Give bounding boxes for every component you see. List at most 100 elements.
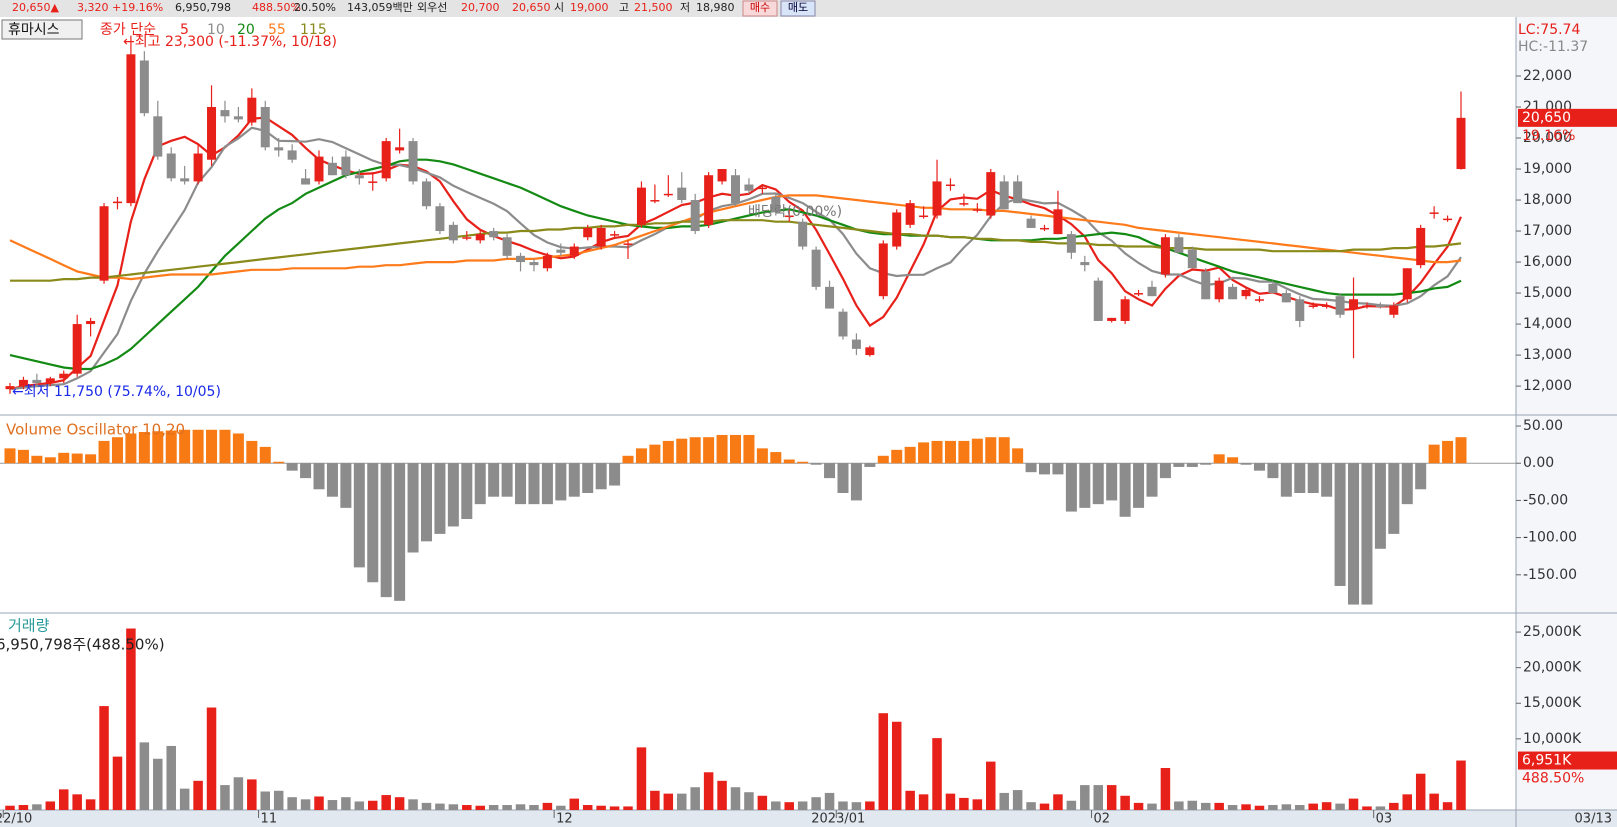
legend-entry: 5 [180,22,189,38]
bar [17,449,29,464]
candle-body [18,379,28,387]
bar [1374,463,1386,549]
candle-body [677,187,687,201]
bar [797,801,808,810]
bar [1335,803,1345,810]
candle-body [489,231,499,238]
candle-body [247,97,257,123]
sell-button-label[interactable]: 매도 [788,1,808,14]
candle-body [1281,293,1291,303]
candle-body [207,106,217,160]
bar [1160,768,1171,810]
bar [703,437,715,464]
legend-entry: 115 [300,22,327,38]
y-tick-label: -100.00 [1523,530,1577,546]
bar [676,438,688,464]
candle-body [919,215,929,218]
candle-body [475,234,485,241]
candle-body [663,193,673,196]
bar [1012,448,1024,464]
symbol-name[interactable]: 휴마시스 [8,22,60,38]
candle-body [798,221,808,247]
bar [1281,804,1292,810]
bar [757,795,768,810]
candle-body [86,320,96,325]
buy-button[interactable] [742,0,778,17]
bar [1119,463,1131,517]
y-tick-label: 18,000 [1523,192,1572,208]
bar [810,463,822,465]
y-tick-label: 50.00 [1523,418,1563,434]
sell-button[interactable] [780,0,816,17]
bar [1039,463,1051,475]
toolbar-item: 6,950,798 [175,1,231,14]
candle-body [1268,283,1278,294]
bar [824,463,836,479]
candle-body [1443,218,1453,221]
candle-body [301,178,311,185]
candle-body [1335,296,1345,315]
candle-body [825,286,835,309]
bar [1321,802,1332,810]
candle-body [569,246,579,256]
bar [125,433,137,464]
lc-label: LC:75.74 [1518,22,1580,38]
candle-body [1134,293,1144,295]
bar [797,461,809,464]
bar [247,779,257,810]
candle-body [462,237,472,239]
bar [1187,800,1198,810]
bar [1173,463,1185,467]
bar [394,797,405,810]
x-tick-label: 11 [261,812,278,827]
candle-body [1040,227,1050,230]
bar [515,463,527,505]
bar [1053,794,1063,810]
candle-body [1429,212,1439,214]
bar [716,434,728,464]
bar [635,448,647,464]
y-tick-label: 15,000K [1523,695,1582,711]
bar [488,463,500,497]
bar [1186,463,1198,467]
candle-body [1322,305,1332,307]
toolbar-item: 저 [680,1,690,14]
bar [756,448,768,464]
bar [596,805,606,810]
marks: 12,000 13,000 14,000 15,000 16,000 17,000 18,0… [0,35,1582,827]
y-tick-label: 16,000 [1523,254,1572,270]
candle-body [838,311,848,337]
candle-body [516,255,526,263]
y-tick-label: -150.00 [1523,567,1577,583]
toolbar-item: 20,650 [512,1,551,14]
bar [259,446,271,464]
bar [730,787,741,810]
bar [300,463,312,479]
candle-body [287,150,297,160]
volume-subtitle: 6,950,798주(488.50%) [0,636,165,654]
bar [1026,802,1036,810]
candle-body [945,184,955,187]
bar [152,431,164,464]
bar [1065,463,1077,512]
candle-body [1254,299,1264,301]
symbol-box[interactable] [1,19,83,40]
bar [864,463,876,467]
candle-body [959,203,969,205]
bar [421,802,432,810]
bar [743,434,755,464]
y-axis-bg [1516,17,1617,810]
bar [945,793,956,810]
candle-body [72,324,82,374]
y-tick-label: 15,000 [1523,285,1572,301]
bar [717,780,727,810]
bar [1402,794,1413,810]
bar [918,442,930,464]
bar [1240,463,1252,465]
bar [1106,785,1117,810]
candle-body [368,181,378,183]
buy-button-label[interactable]: 매수 [750,1,770,14]
bar [85,799,96,810]
bar [1442,440,1454,464]
